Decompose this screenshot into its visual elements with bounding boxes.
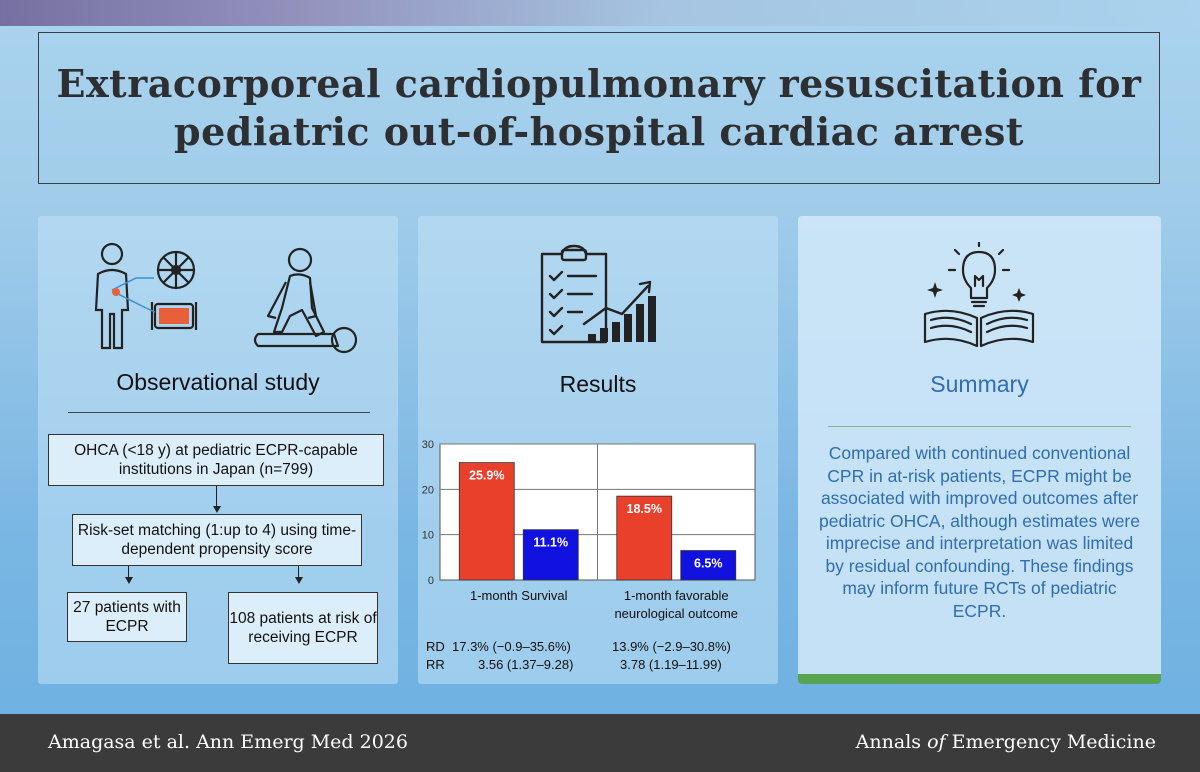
summary-heading: Summary xyxy=(930,371,1029,397)
ecpr-group-box: 27 patients with ECPR xyxy=(67,592,187,642)
citation: Amagasa et al. Ann Emerg Med 2026 xyxy=(48,731,408,753)
rd-survival: 17.3% (−0.9–35.6%) xyxy=(452,639,571,654)
arrow-line-right xyxy=(298,566,300,578)
title-line-1: Extracorporeal cardiopulmonary resuscita… xyxy=(56,61,1142,106)
x-category-label: 1-month favorable xyxy=(624,588,729,603)
rd-neuro: 13.9% (−2.9–30.8%) xyxy=(612,639,731,654)
journal-name-post: Emergency Medicine xyxy=(945,731,1156,753)
y-tick-label: 10 xyxy=(422,530,434,542)
arrow-head-right xyxy=(295,577,303,584)
summary-text: Compared with continued conventional CPR… xyxy=(819,443,1140,621)
rd-label: RD xyxy=(426,639,445,654)
matching-box: Risk-set matching (1:up to 4) using time… xyxy=(72,514,362,566)
study-panel: Observational study OHCA (<18 y) at pedi… xyxy=(38,216,398,684)
cpr-icon xyxy=(253,247,358,354)
x-category-label: neurological outcome xyxy=(614,606,738,621)
arrow-line-1 xyxy=(216,486,218,507)
study-divider xyxy=(68,412,370,413)
footer-bar: Amagasa et al. Ann Emerg Med 2026 Annals… xyxy=(0,714,1200,772)
y-tick-label: 30 xyxy=(422,439,434,451)
bar xyxy=(458,462,515,581)
bar-value-label: 18.5% xyxy=(627,502,662,516)
title-box: Extracorporeal cardiopulmonary resuscita… xyxy=(38,32,1160,184)
cohort-box: OHCA (<18 y) at pediatric ECPR-capable i… xyxy=(48,434,384,486)
arrow-head-left xyxy=(125,577,133,584)
arrow-line-left xyxy=(128,566,130,578)
bar xyxy=(680,550,737,581)
x-category-label: 1-month Survival xyxy=(470,588,568,603)
results-bar-chart: 0 10 20 30 25.9% 11.1% 1-month Survival 18.5% 6.… xyxy=(422,439,756,621)
results-heading: Results xyxy=(559,371,637,397)
y-tick-label: 20 xyxy=(422,484,434,496)
bar xyxy=(522,529,579,581)
arrow-head-1 xyxy=(213,506,221,513)
results-panel: Results 0 10 20 30 25.9% 11.1% 1-month Surviva… xyxy=(418,216,778,684)
bar-value-label: 6.5% xyxy=(694,557,723,571)
summary-panel: Summary Compared with continued conventi… xyxy=(798,216,1161,684)
rr-neuro: 3.78 (1.19–11.99) xyxy=(620,657,722,672)
lightbulb-book-icon xyxy=(923,242,1035,348)
summary-divider xyxy=(828,426,1131,427)
checklist-growth-chart-icon xyxy=(540,244,656,344)
bar xyxy=(616,495,673,581)
rr-label: RR xyxy=(426,657,445,672)
top-gradient-band xyxy=(0,0,1200,26)
y-tick-label: 0 xyxy=(428,575,434,587)
ecmo-patient-icon xyxy=(94,242,198,350)
journal-name: Annals of Emergency Medicine xyxy=(856,731,1156,753)
bar-value-label: 11.1% xyxy=(533,536,568,550)
journal-name-pre: Annals xyxy=(855,731,928,753)
rr-survival: 3.56 (1.37–9.28) xyxy=(478,657,574,672)
at-risk-group-box: 108 patients at risk of receiving ECPR xyxy=(228,592,378,664)
journal-name-of: of xyxy=(927,731,946,753)
bar-value-label: 25.9% xyxy=(469,469,504,483)
page-title: Extracorporeal cardiopulmonary resuscita… xyxy=(57,60,1142,156)
study-heading: Observational study xyxy=(116,369,320,395)
title-line-2: pediatric out-of-hospital cardiac arrest xyxy=(174,109,1024,154)
